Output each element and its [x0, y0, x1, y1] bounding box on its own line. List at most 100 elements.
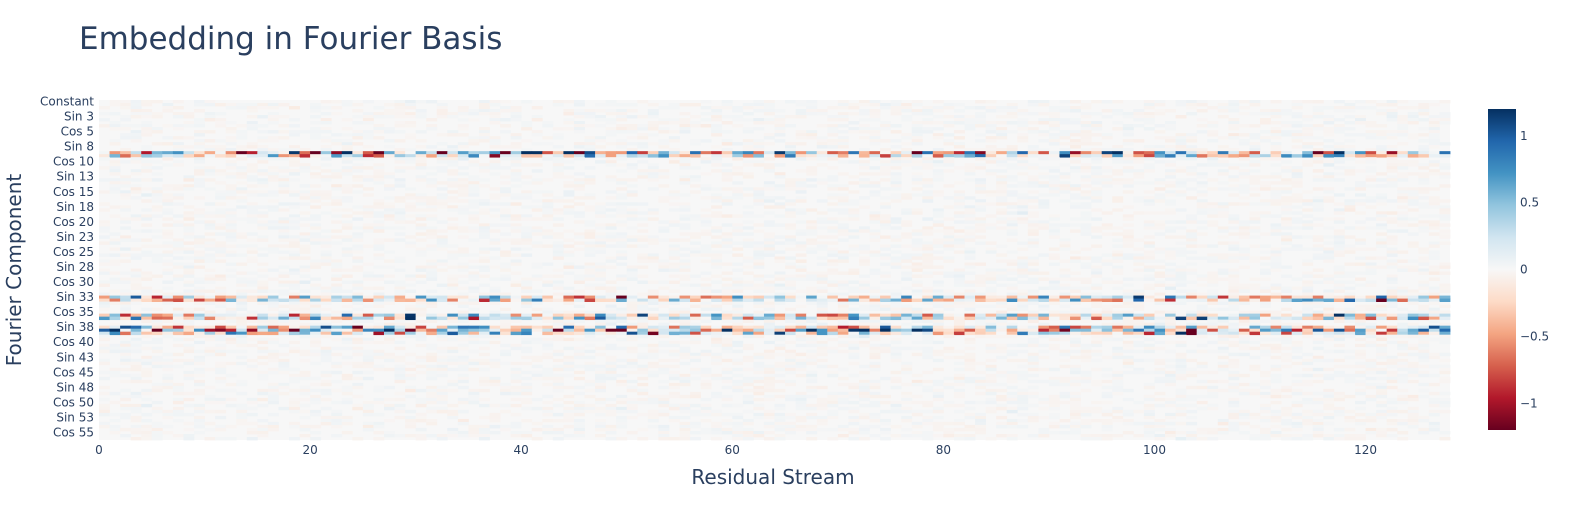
heatmap-cell — [162, 151, 174, 155]
heatmap-cell — [1355, 202, 1366, 206]
heatmap-cell — [510, 157, 522, 161]
heatmap-cell — [1418, 259, 1430, 263]
heatmap-cell — [679, 217, 691, 221]
heatmap-cell — [953, 118, 965, 122]
heatmap-cell — [236, 181, 248, 185]
heatmap-cell — [288, 307, 300, 312]
heatmap-cell — [837, 199, 849, 203]
heatmap-cell — [1059, 172, 1071, 176]
heatmap-cell — [183, 205, 195, 209]
heatmap-cell — [352, 166, 364, 170]
heatmap-cell — [732, 181, 744, 185]
heatmap-cell — [1323, 172, 1335, 176]
heatmap-cell — [996, 298, 1008, 302]
heatmap-cell — [215, 190, 227, 194]
heatmap-cell — [943, 103, 955, 107]
heatmap-cell — [848, 280, 860, 284]
heatmap-cell — [331, 313, 343, 318]
heatmap-cell — [341, 274, 353, 278]
heatmap-cell — [1302, 280, 1314, 284]
heatmap-cell — [1428, 313, 1440, 318]
heatmap-cell — [721, 151, 733, 155]
heatmap-cell — [1228, 313, 1240, 318]
heatmap-cell — [943, 163, 955, 167]
heatmap-cell — [1270, 130, 1282, 134]
heatmap-cell — [331, 169, 343, 173]
heatmap-cell — [1048, 118, 1060, 122]
heatmap-cell — [204, 253, 216, 257]
heatmap-cell — [1333, 145, 1345, 149]
heatmap-cell — [785, 199, 796, 203]
heatmap-cell — [605, 175, 617, 179]
heatmap-cell — [626, 271, 638, 275]
heatmap-cell — [447, 277, 459, 281]
heatmap-cell — [510, 196, 522, 200]
heatmap-cell — [1017, 121, 1029, 125]
heatmap-cell — [288, 106, 300, 110]
heatmap-cell — [975, 184, 986, 188]
heatmap-cell — [721, 178, 733, 182]
heatmap-cell — [616, 211, 628, 215]
heatmap-cell — [1017, 262, 1029, 266]
heatmap-cell — [172, 136, 184, 140]
heatmap-cell — [1070, 100, 1081, 104]
heatmap-cell — [1249, 100, 1261, 104]
heatmap-cell — [1101, 304, 1113, 309]
heatmap-cell — [848, 151, 860, 155]
heatmap-cell — [637, 145, 649, 149]
heatmap-cell — [1112, 313, 1124, 318]
heatmap-cell — [806, 292, 818, 296]
heatmap-cell — [763, 250, 775, 254]
heatmap-cell — [1270, 262, 1282, 266]
heatmap-cell — [1249, 160, 1261, 164]
heatmap-cell — [320, 307, 332, 312]
heatmap-cell — [985, 106, 997, 110]
heatmap-cell — [827, 292, 839, 296]
heatmap-cell — [468, 205, 480, 209]
heatmap-cell — [1059, 259, 1071, 263]
heatmap-cell — [1207, 274, 1219, 278]
heatmap-cell — [1133, 277, 1145, 281]
heatmap-cell — [742, 151, 754, 155]
heatmap-cell — [468, 286, 480, 290]
heatmap-cell — [911, 313, 923, 318]
heatmap-cell — [278, 235, 290, 239]
heatmap-cell — [1428, 214, 1440, 218]
heatmap-cell — [1291, 298, 1303, 302]
heatmap-cell — [521, 241, 533, 245]
heatmap-cell — [1006, 217, 1018, 221]
heatmap-cell — [1059, 100, 1071, 104]
heatmap-cell — [1418, 154, 1430, 158]
heatmap-cell — [1291, 295, 1303, 299]
heatmap-cell — [468, 136, 480, 140]
heatmap-cell — [690, 313, 702, 318]
heatmap-cell — [99, 124, 110, 128]
heatmap-cell — [869, 172, 881, 176]
heatmap-cell — [679, 253, 691, 257]
heatmap-cell — [1376, 199, 1388, 203]
heatmap-cell — [1270, 256, 1282, 260]
heatmap-cell — [890, 220, 902, 224]
heatmap-cell — [99, 235, 110, 239]
heatmap-cell — [932, 241, 944, 245]
heatmap-cell — [711, 298, 723, 302]
heatmap-cell — [605, 133, 617, 137]
heatmap-cell — [795, 241, 807, 245]
heatmap-cell — [637, 169, 649, 173]
heatmap-cell — [1386, 136, 1398, 140]
heatmap-cell — [584, 262, 596, 266]
heatmap-cell — [162, 136, 174, 140]
heatmap-cell — [1428, 292, 1440, 296]
heatmap-cell — [1228, 148, 1240, 152]
heatmap-cell — [827, 235, 839, 239]
heatmap-cell — [1312, 217, 1324, 221]
heatmap-cell — [1070, 277, 1081, 281]
heatmap-cell — [985, 121, 997, 125]
heatmap-cell — [1186, 103, 1198, 107]
heatmap-cell — [552, 253, 564, 257]
heatmap-cell — [1439, 154, 1451, 158]
heatmap-cell — [299, 256, 311, 260]
heatmap-cell — [1186, 166, 1198, 170]
heatmap-cell — [690, 139, 702, 143]
heatmap-cell — [1112, 271, 1124, 275]
